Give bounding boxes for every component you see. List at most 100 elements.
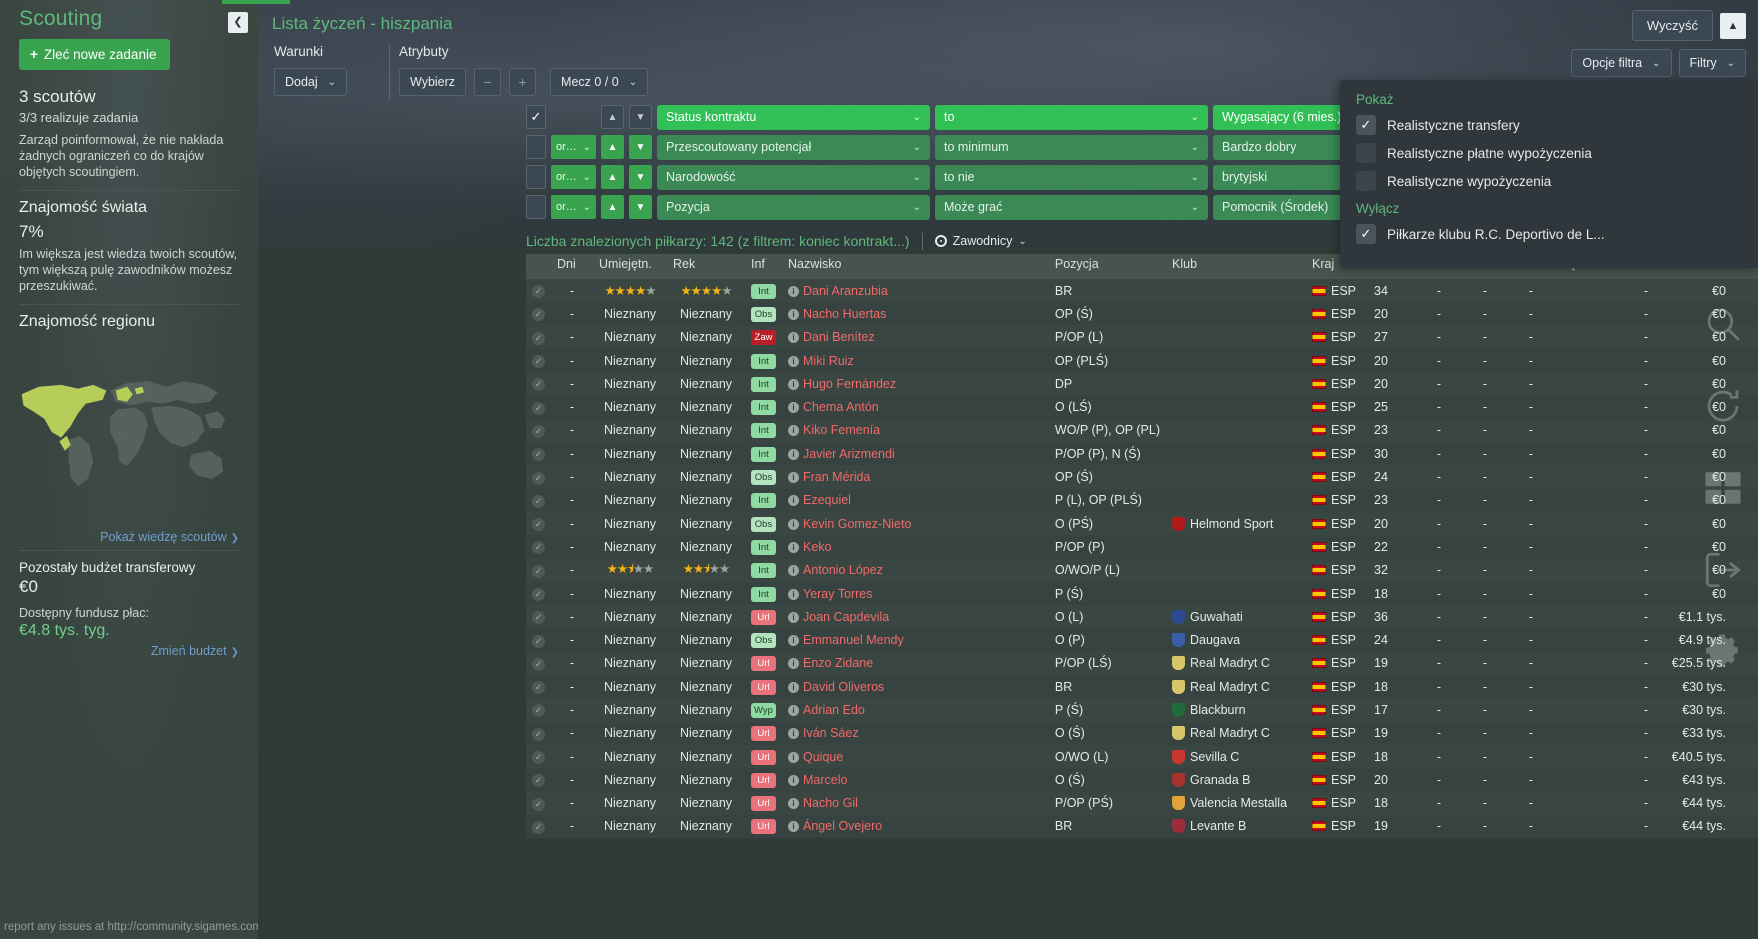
col-klub[interactable]: Klub <box>1172 257 1198 271</box>
player-name-link[interactable]: Marcelo <box>803 772 848 787</box>
player-name-link[interactable]: Nacho Gil <box>803 796 858 811</box>
club-name[interactable]: Blackburn <box>1190 702 1246 717</box>
table-row[interactable]: ✓ - Nieznany Nieznany Wyp i Adrian Edo P (Ś) Bla… <box>526 698 1758 722</box>
info-icon[interactable]: i <box>788 472 799 484</box>
cell-select[interactable]: ✓ <box>526 326 551 349</box>
player-name-link[interactable]: David Oliveros <box>803 679 885 694</box>
player-name-link[interactable]: Chema Antón <box>803 400 879 415</box>
filter-options-button[interactable]: Opcje filtra ⌄ <box>1571 49 1672 77</box>
filter-field-dropdown[interactable]: Pozycja ⌄ <box>657 194 930 220</box>
info-icon[interactable]: i <box>788 798 799 810</box>
info-icon[interactable]: i <box>788 378 799 390</box>
cell-select[interactable]: ✓ <box>526 512 551 535</box>
player-name-link[interactable]: Adrian Edo <box>803 702 865 717</box>
cell-select[interactable]: ✓ <box>526 489 551 512</box>
player-name-link[interactable]: Ezequiel <box>803 493 851 508</box>
table-row[interactable]: ✓ - Nieznany Nieznany Url i Ángel Ovejero BR Lev… <box>526 814 1758 839</box>
table-row[interactable]: ✓ - ★★★★★ ★★★★★ Int i Dani Aranzubia BR ESP 34- - -… <box>526 279 1758 303</box>
info-icon[interactable]: i <box>788 518 799 530</box>
col-dni[interactable]: Dni <box>557 257 576 271</box>
cell-select[interactable]: ✓ <box>526 628 551 651</box>
cell-select[interactable]: ✓ <box>526 652 551 675</box>
table-row[interactable]: ✓ - Nieznany Nieznany Int i Yeray Torres P (Ś) E… <box>526 581 1758 606</box>
info-icon[interactable]: i <box>788 402 799 414</box>
cell-select[interactable]: ✓ <box>526 442 551 465</box>
table-row[interactable]: ✓ - Nieznany Nieznany Url i Nacho Gil P/OP (PŚ)… <box>526 791 1758 815</box>
club-name[interactable]: Helmond Sport <box>1190 516 1274 531</box>
search-icon[interactable] <box>1699 300 1747 348</box>
info-icon[interactable]: i <box>788 611 799 623</box>
club-name[interactable]: Real Madryt C <box>1190 679 1270 694</box>
club-name[interactable]: Real Madryt C <box>1190 656 1270 671</box>
increment-button[interactable]: + <box>509 68 537 96</box>
table-row[interactable]: ✓ - Nieznany Nieznany Url i Quique O/WO (L) Sevi… <box>526 744 1758 769</box>
row-select-icon[interactable]: ✓ <box>532 774 545 788</box>
col-select[interactable] <box>526 254 551 279</box>
info-icon[interactable]: i <box>788 635 799 647</box>
player-name-link[interactable]: Dani Aranzubia <box>803 283 888 298</box>
info-icon[interactable]: i <box>788 681 799 693</box>
collapse-sidebar-button[interactable]: ❮ <box>228 12 248 33</box>
cell-select[interactable]: ✓ <box>526 745 551 768</box>
filter-show-option[interactable]: Realistyczne płatne wypożyczenia <box>1356 143 1742 163</box>
filter-operator-dropdown[interactable]: to minimum ⌄ <box>935 134 1208 160</box>
table-row[interactable]: ✓ - Nieznany Nieznany Url i David Oliveros BR Re… <box>526 675 1758 699</box>
filter-row-checkbox[interactable]: ✓ <box>526 105 546 129</box>
col-inf[interactable]: Inf <box>751 257 765 271</box>
info-icon[interactable]: i <box>788 355 799 367</box>
player-name-link[interactable]: Enzo Zidane <box>803 656 874 671</box>
player-name-link[interactable]: Antonio López <box>803 563 883 578</box>
row-select-icon[interactable]: ✓ <box>532 285 545 299</box>
info-icon[interactable]: i <box>788 448 799 460</box>
row-select-icon[interactable]: ✓ <box>532 331 545 345</box>
player-name-link[interactable]: Dani Benítez <box>803 330 875 345</box>
club-name[interactable]: Sevilla C <box>1190 749 1240 764</box>
col-kraj[interactable]: Kraj <box>1312 257 1335 271</box>
row-select-icon[interactable]: ✓ <box>532 751 545 765</box>
players-table-container[interactable]: Dni Umiejętn. Rek Inf Nazwisko Pozycja K… <box>526 254 1758 939</box>
table-row[interactable]: ✓ - Nieznany Nieznany Obs i Fran Mérida OP (Ś) E… <box>526 465 1758 489</box>
player-name-link[interactable]: Joan Capdevila <box>803 609 890 624</box>
row-select-icon[interactable]: ✓ <box>532 588 545 601</box>
table-row[interactable]: ✓ - Nieznany Nieznany Int i Hugo Fernández DP ES… <box>526 372 1758 396</box>
row-select-icon[interactable]: ✓ <box>532 308 545 322</box>
row-select-icon[interactable]: ✓ <box>532 518 545 532</box>
row-select-icon[interactable]: ✓ <box>532 448 545 462</box>
checkbox-icon[interactable]: ✓ <box>1356 224 1376 244</box>
info-icon[interactable]: i <box>788 495 799 507</box>
row-select-icon[interactable]: ✓ <box>532 378 545 392</box>
info-icon[interactable]: i <box>788 728 799 740</box>
table-row[interactable]: ✓ - Nieznany Nieznany Int i Javier Arizmendi P/… <box>526 442 1758 466</box>
gear-icon[interactable] <box>1699 628 1747 676</box>
show-scout-knowledge-link[interactable]: Pokaż wiedzę scoutów ❯ <box>10 530 239 544</box>
checkbox-icon[interactable]: ✓ <box>1356 115 1376 135</box>
table-row[interactable]: ✓ - Nieznany Nieznany Int i Ezequiel P (L), OP … <box>526 488 1758 512</box>
table-row[interactable]: ✓ - Nieznany Nieznany Int i Chema Antón O (LŚ) E… <box>526 395 1758 419</box>
row-select-icon[interactable]: ✓ <box>532 727 545 741</box>
filters-button[interactable]: Filtry ⌄ <box>1678 49 1746 77</box>
view-mode-dropdown[interactable]: Zawodnicy ⌄ <box>934 234 1027 248</box>
row-select-icon[interactable]: ✓ <box>532 704 545 718</box>
add-condition-button[interactable]: Dodaj ⌄ <box>274 68 348 96</box>
col-nazwisko[interactable]: Nazwisko <box>788 257 842 271</box>
filter-field-dropdown[interactable]: Status kontraktu ⌄ <box>657 104 930 130</box>
table-row[interactable]: ✓ - Nieznany Nieznany Int i Keko P/OP (P) ESP 22 -… <box>526 535 1758 559</box>
row-select-icon[interactable]: ✓ <box>532 797 545 811</box>
filter-conjunction-dropdown[interactable]: or… ⌄ <box>551 165 596 189</box>
info-icon[interactable]: i <box>788 658 799 670</box>
filter-operator-dropdown[interactable]: to nie ⌄ <box>935 164 1208 190</box>
table-row[interactable]: ✓ - Nieznany Nieznany Url i Enzo Zidane P/OP (L… <box>526 651 1758 676</box>
player-name-link[interactable]: Quique <box>803 749 844 764</box>
logout-icon[interactable] <box>1699 546 1747 594</box>
change-budget-link[interactable]: Zmień budżet ❯ <box>10 644 239 658</box>
row-select-icon[interactable]: ✓ <box>532 564 545 578</box>
info-icon[interactable]: i <box>788 704 799 716</box>
row-select-icon[interactable]: ✓ <box>532 541 545 555</box>
windows-icon[interactable] <box>1699 464 1747 512</box>
info-icon[interactable]: i <box>788 308 799 320</box>
clear-button[interactable]: Wyczyść <box>1631 10 1713 41</box>
club-name[interactable]: Levante B <box>1190 819 1247 834</box>
row-select-icon[interactable]: ✓ <box>532 355 545 369</box>
move-row-down-button[interactable]: ▼ <box>629 195 652 219</box>
club-name[interactable]: Granada B <box>1190 772 1251 787</box>
